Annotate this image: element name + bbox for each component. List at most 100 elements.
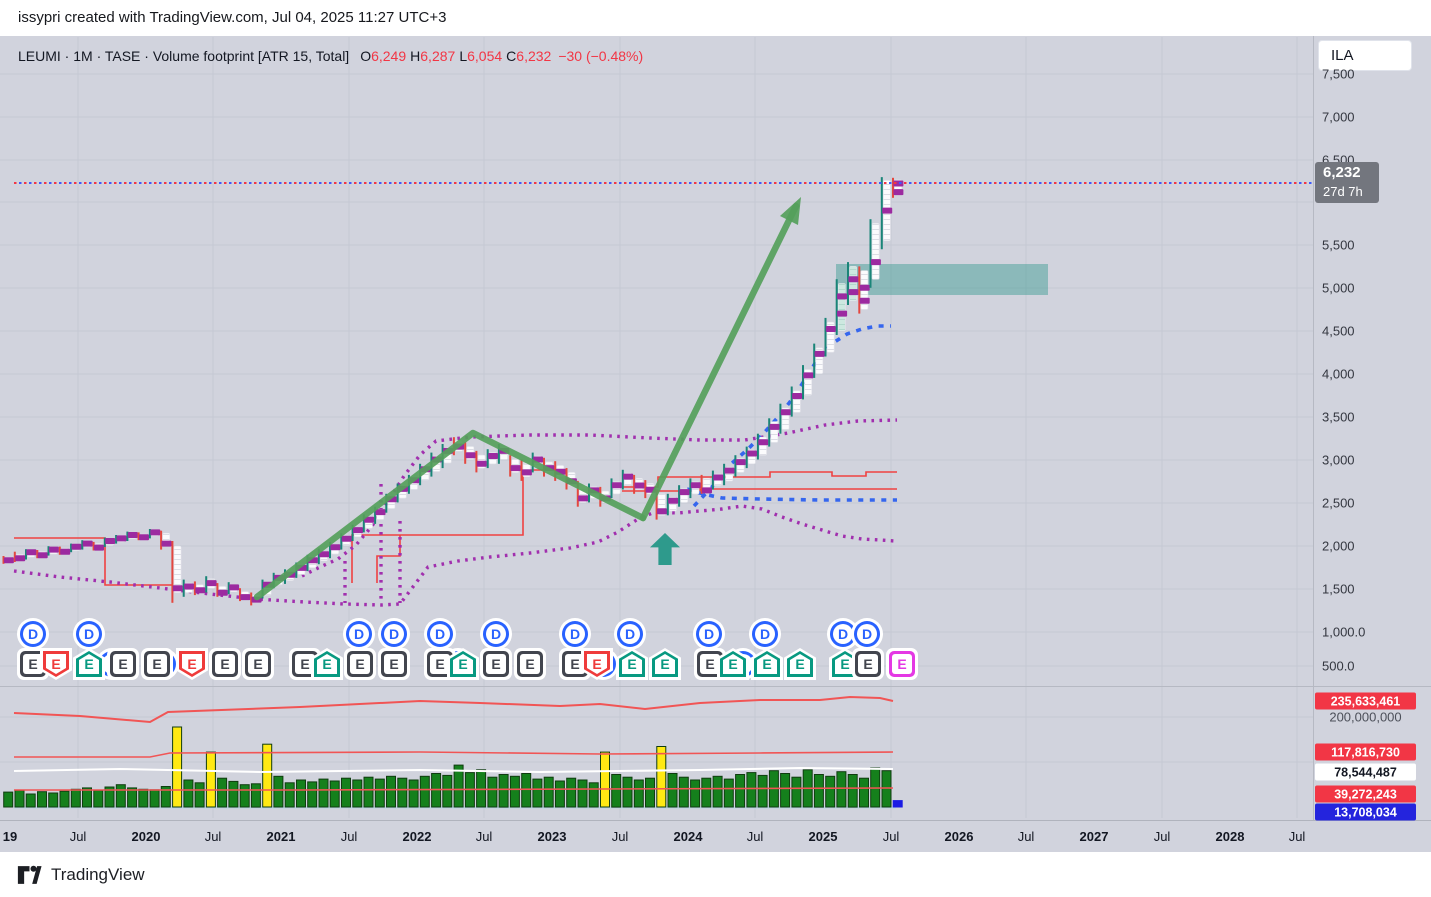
earnings-marker[interactable]: E bbox=[514, 648, 546, 680]
tradingview-logo-icon bbox=[17, 865, 42, 884]
tradingview-brand[interactable]: TradingView bbox=[17, 864, 145, 886]
time-tick-label: Jul bbox=[1017, 829, 1035, 844]
ohlc-label: O bbox=[360, 48, 372, 64]
earnings-marker[interactable]: E bbox=[378, 648, 410, 680]
dividend-marker[interactable]: D bbox=[480, 618, 512, 650]
price-tick-label: 3,500 bbox=[1322, 409, 1355, 425]
price-tick-label: 5,500 bbox=[1322, 237, 1355, 253]
time-tick-label: 2021 bbox=[266, 829, 296, 844]
price-tick-label: 7,000 bbox=[1322, 109, 1355, 125]
earnings-marker-missed[interactable]: E bbox=[176, 648, 208, 680]
time-tick-label: 2025 bbox=[808, 829, 838, 844]
dividend-marker[interactable]: D bbox=[851, 618, 883, 650]
ohlc-value: 6,232 bbox=[516, 48, 552, 64]
ohlc-label: L bbox=[459, 48, 468, 64]
time-tick-label: 2023 bbox=[537, 829, 567, 844]
ohlc-value: 6,054 bbox=[467, 48, 503, 64]
earnings-marker[interactable]: E bbox=[107, 648, 139, 680]
earnings-marker[interactable]: E bbox=[852, 648, 884, 680]
price-tick-label: 4,000 bbox=[1322, 366, 1355, 382]
price-tick-label: 3,000 bbox=[1322, 452, 1355, 468]
earnings-marker[interactable]: E bbox=[559, 648, 591, 680]
time-axis-separator bbox=[0, 820, 1431, 821]
currency-label-box[interactable]: ILA bbox=[1318, 40, 1412, 71]
price-tick-label: 2,000 bbox=[1322, 538, 1355, 554]
earnings-marker-missed[interactable]: E bbox=[581, 648, 613, 680]
watermark-text: issypri created with TradingView.com, Ju… bbox=[18, 9, 447, 26]
last-price-badge: 6,232 27d 7h bbox=[1315, 162, 1379, 203]
volume-tick-label: 78,544,487 bbox=[1315, 763, 1416, 781]
ohlc-label: C bbox=[506, 48, 517, 64]
time-tick-label: Jul bbox=[69, 829, 87, 844]
chart-background bbox=[0, 36, 1431, 852]
ohlc-values: O6,249 H6,287 L6,054 C6,232 bbox=[356, 48, 551, 64]
time-tick-label: Jul bbox=[1288, 829, 1306, 844]
earnings-marker-beat[interactable]: E bbox=[616, 648, 648, 680]
ohlc-value: 6,249 bbox=[371, 48, 407, 64]
earnings-marker-beat[interactable]: E bbox=[649, 648, 681, 680]
time-tick-label: Jul bbox=[340, 829, 358, 844]
volume-tick-label: 39,272,243 bbox=[1315, 785, 1416, 803]
chart-legend: LEUMI · 1M · TASE · Volume footprint [AT… bbox=[18, 46, 643, 66]
volume-tick-label: 200,000,000 bbox=[1329, 709, 1402, 725]
volume-tick-label: 117,816,730 bbox=[1315, 743, 1416, 761]
price-tick-label: 1,000.0 bbox=[1322, 624, 1366, 640]
time-tick-label: Jul bbox=[204, 829, 222, 844]
time-tick-label: 2028 bbox=[1215, 829, 1245, 844]
pane-separator[interactable] bbox=[0, 686, 1431, 687]
time-tick-label: 19 bbox=[2, 829, 18, 844]
earnings-marker[interactable]: E bbox=[141, 648, 173, 680]
price-tick-label: 4,500 bbox=[1322, 323, 1355, 339]
earnings-marker-upcoming[interactable]: E bbox=[886, 648, 918, 680]
change-value: −30 (−0.48%) bbox=[558, 48, 644, 64]
time-tick-label: 2020 bbox=[131, 829, 161, 844]
earnings-marker-beat[interactable]: E bbox=[447, 648, 479, 680]
dividend-marker[interactable]: D bbox=[749, 618, 781, 650]
last-price: 6,232 bbox=[1323, 164, 1361, 181]
earnings-marker-beat[interactable]: E bbox=[751, 648, 783, 680]
earnings-marker[interactable]: E bbox=[480, 648, 512, 680]
earnings-marker-missed[interactable]: E bbox=[40, 648, 72, 680]
price-tick-label: 500.0 bbox=[1322, 658, 1355, 674]
dividend-marker[interactable]: D bbox=[343, 618, 375, 650]
screenshot-watermark-bar: issypri created with TradingView.com, Ju… bbox=[0, 0, 1431, 36]
earnings-marker-beat[interactable]: E bbox=[784, 648, 816, 680]
time-tick-label: 2022 bbox=[402, 829, 432, 844]
bar-countdown: 27d 7h bbox=[1323, 184, 1363, 199]
price-tick-label: 5,000 bbox=[1322, 280, 1355, 296]
symbol-description[interactable]: LEUMI · 1M · TASE · Volume footprint [AT… bbox=[18, 48, 350, 64]
earnings-marker[interactable]: E bbox=[242, 648, 274, 680]
ohlc-label: H bbox=[410, 48, 421, 64]
earnings-marker-beat[interactable]: E bbox=[73, 648, 105, 680]
earnings-marker[interactable]: E bbox=[209, 648, 241, 680]
dividend-marker[interactable]: D bbox=[424, 618, 456, 650]
dividend-marker[interactable]: D bbox=[693, 618, 725, 650]
time-tick-label: Jul bbox=[746, 829, 764, 844]
earnings-marker-beat[interactable]: E bbox=[717, 648, 749, 680]
price-scale-border bbox=[1313, 36, 1314, 820]
volume-tick-label: 13,708,034 bbox=[1315, 803, 1416, 821]
dividend-marker[interactable]: D bbox=[17, 618, 49, 650]
price-tick-label: 1,500 bbox=[1322, 581, 1355, 597]
brand-name: TradingView bbox=[51, 864, 145, 884]
time-tick-label: Jul bbox=[1153, 829, 1171, 844]
dividend-marker[interactable]: D bbox=[378, 618, 410, 650]
time-tick-label: Jul bbox=[475, 829, 493, 844]
time-tick-label: Jul bbox=[611, 829, 629, 844]
dividend-marker[interactable]: D bbox=[559, 618, 591, 650]
time-tick-label: 2027 bbox=[1079, 829, 1109, 844]
time-tick-label: Jul bbox=[882, 829, 900, 844]
dividend-marker[interactable]: D bbox=[73, 618, 105, 650]
volume-tick-label: 235,633,461 bbox=[1315, 692, 1416, 710]
dividend-marker[interactable]: D bbox=[614, 618, 646, 650]
time-tick-label: 2024 bbox=[673, 829, 703, 844]
price-tick-label: 2,500 bbox=[1322, 495, 1355, 511]
earnings-marker[interactable]: E bbox=[344, 648, 376, 680]
earnings-marker-beat[interactable]: E bbox=[311, 648, 343, 680]
currency-label: ILA bbox=[1331, 47, 1354, 64]
time-tick-label: 2026 bbox=[944, 829, 974, 844]
ohlc-value: 6,287 bbox=[420, 48, 456, 64]
footer-bar: TradingView bbox=[0, 852, 1431, 897]
price-tick-label: 7,500 bbox=[1322, 66, 1355, 82]
